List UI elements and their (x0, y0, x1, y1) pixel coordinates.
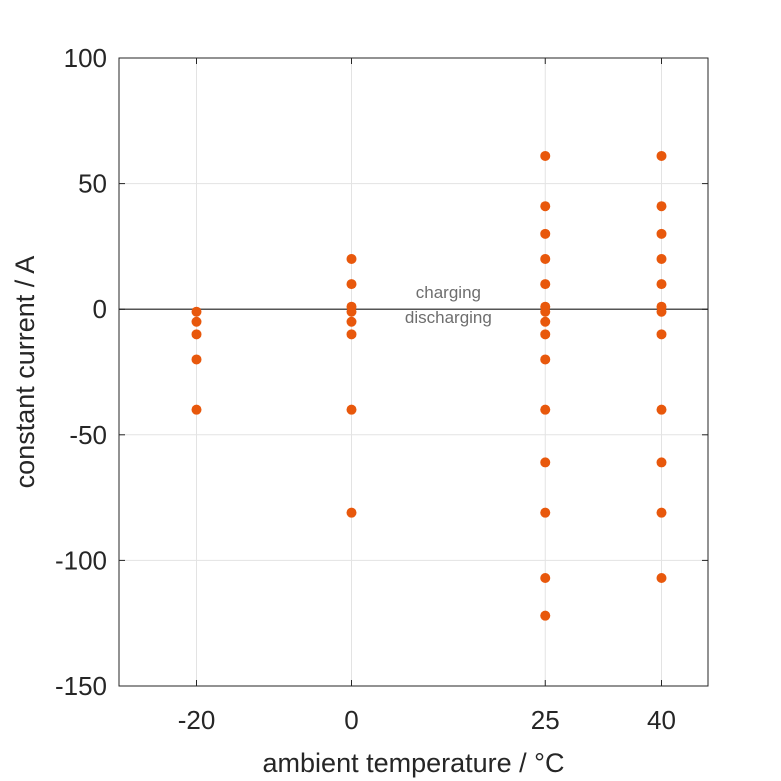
annotation-charging: charging (416, 283, 481, 302)
data-point (540, 306, 551, 317)
data-points (191, 150, 667, 621)
data-point (540, 201, 551, 212)
data-point (656, 279, 667, 290)
data-point (540, 316, 551, 327)
y-tick-label: 0 (93, 294, 107, 324)
data-point (540, 457, 551, 468)
data-point (540, 150, 551, 161)
y-tick-label: -50 (69, 420, 107, 450)
data-point (540, 404, 551, 415)
data-point (656, 228, 667, 239)
x-axis-title: ambient temperature / °C (263, 748, 565, 778)
y-tick-label: -100 (55, 545, 107, 575)
data-point (346, 279, 357, 290)
data-point (656, 507, 667, 518)
data-point (346, 329, 357, 340)
data-point (656, 253, 667, 264)
axis-ticks (119, 57, 708, 687)
y-tick-label: 100 (64, 43, 107, 73)
data-point (656, 572, 667, 583)
data-point (540, 354, 551, 365)
grid-lines (119, 57, 708, 687)
data-point (540, 279, 551, 290)
data-point (540, 610, 551, 621)
data-point (346, 507, 357, 518)
x-tick-label: 25 (531, 705, 560, 735)
data-point (346, 306, 357, 317)
data-point (540, 572, 551, 583)
data-point (191, 404, 202, 415)
y-axis-title: constant current / A (10, 256, 40, 489)
data-point (346, 316, 357, 327)
data-point (656, 150, 667, 161)
x-tick-label: 40 (647, 705, 676, 735)
data-point (656, 329, 667, 340)
data-point (540, 253, 551, 264)
data-point (191, 329, 202, 340)
data-point (656, 201, 667, 212)
data-point (191, 354, 202, 365)
y-tick-label: 50 (78, 169, 107, 199)
y-tick-label: -150 (55, 671, 107, 701)
data-point (540, 507, 551, 518)
annotations: charging discharging (405, 283, 492, 327)
annotation-discharging: discharging (405, 308, 492, 327)
data-point (191, 306, 202, 317)
plot-area-frame (118, 57, 709, 687)
data-point (346, 253, 357, 264)
x-tick-labels: -20 0 25 40 (178, 705, 676, 735)
data-point (540, 329, 551, 340)
x-tick-label: -20 (178, 705, 216, 735)
data-point (656, 457, 667, 468)
data-point (191, 316, 202, 327)
data-point (656, 404, 667, 415)
data-point (656, 306, 667, 317)
data-point (540, 228, 551, 239)
data-point (346, 404, 357, 415)
x-tick-label: 0 (344, 705, 358, 735)
y-tick-labels: -150 -100 -50 0 50 100 (55, 43, 107, 701)
